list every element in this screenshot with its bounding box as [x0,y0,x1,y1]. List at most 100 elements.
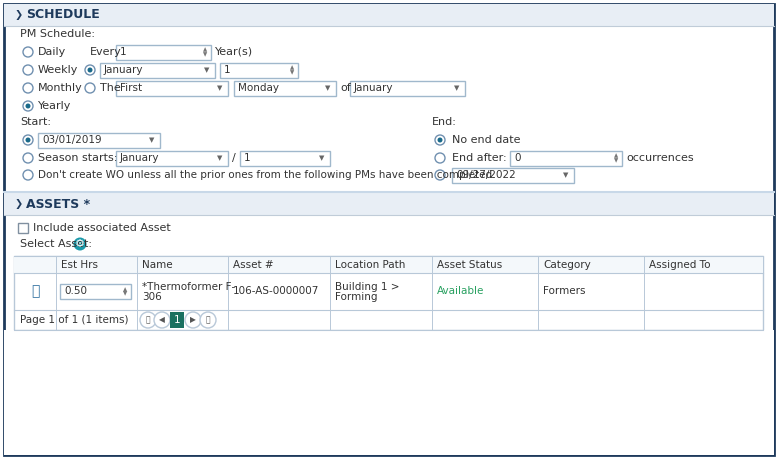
FancyBboxPatch shape [240,151,330,166]
Text: ▼: ▼ [205,67,210,73]
Text: Don't create WO unless all the prior ones from the following PMs have been compl: Don't create WO unless all the prior one… [38,170,496,180]
FancyBboxPatch shape [4,4,774,455]
Circle shape [85,83,95,93]
Circle shape [435,170,445,180]
FancyBboxPatch shape [350,80,465,95]
Text: ▼: ▼ [319,155,324,161]
Circle shape [26,103,30,108]
Text: ▲: ▲ [290,66,294,71]
Text: 0: 0 [514,153,520,163]
Text: 1: 1 [224,65,230,75]
Text: ⏮: ⏮ [145,315,150,325]
Circle shape [435,135,445,145]
Text: ▼: ▼ [614,158,619,163]
Text: ▼: ▼ [203,52,207,57]
Circle shape [435,153,445,163]
Text: ASSETS *: ASSETS * [26,197,90,211]
FancyBboxPatch shape [14,256,763,330]
Text: ⏭: ⏭ [205,315,210,325]
FancyBboxPatch shape [170,312,184,328]
Text: Assigned To: Assigned To [649,259,710,269]
FancyBboxPatch shape [4,193,774,215]
Text: 306: 306 [142,292,162,302]
FancyBboxPatch shape [4,330,774,455]
Text: ▼: ▼ [325,85,331,91]
Circle shape [23,65,33,75]
FancyBboxPatch shape [234,80,336,95]
Circle shape [154,312,170,328]
Text: ▼: ▼ [217,85,223,91]
Text: 03/01/2019: 03/01/2019 [42,135,102,145]
Circle shape [23,47,33,57]
Circle shape [26,138,30,142]
Text: ▶: ▶ [190,315,196,325]
Text: Available: Available [437,286,485,297]
Text: ❯: ❯ [15,10,23,20]
FancyBboxPatch shape [18,223,28,233]
Text: Page 1 of 1 (1 items): Page 1 of 1 (1 items) [20,315,128,325]
Text: Name: Name [142,259,173,269]
Text: *Thermoformer F-: *Thermoformer F- [142,281,235,291]
Text: Year(s): Year(s) [215,47,253,57]
FancyBboxPatch shape [220,62,298,78]
Text: January: January [120,153,159,163]
FancyBboxPatch shape [116,151,228,166]
Text: occurrences: occurrences [626,153,694,163]
Text: Monthly: Monthly [38,83,82,93]
Text: Forming: Forming [335,292,377,302]
Text: Est Hrs: Est Hrs [61,259,98,269]
FancyBboxPatch shape [510,151,622,166]
FancyBboxPatch shape [38,133,160,147]
Text: of: of [340,83,351,93]
Text: ▼: ▼ [290,70,294,75]
Text: ❯: ❯ [15,199,23,209]
Text: Asset #: Asset # [233,259,274,269]
Text: Category: Category [543,259,591,269]
Text: Daily: Daily [38,47,66,57]
FancyBboxPatch shape [116,45,211,60]
Text: Location Path: Location Path [335,259,405,269]
Circle shape [87,67,93,73]
FancyBboxPatch shape [60,284,131,299]
Text: Formers: Formers [543,286,586,297]
Text: 1: 1 [173,315,180,325]
Text: ⚙: ⚙ [75,239,85,249]
Circle shape [200,312,216,328]
Text: First: First [120,83,142,93]
Text: ◀: ◀ [159,315,165,325]
Text: /: / [232,153,236,163]
Text: January: January [354,83,394,93]
Circle shape [437,138,443,142]
Text: ▲: ▲ [614,153,619,158]
FancyBboxPatch shape [452,168,574,183]
Circle shape [85,65,95,75]
FancyBboxPatch shape [14,256,763,273]
Text: ▼: ▼ [149,137,155,143]
FancyBboxPatch shape [4,4,774,26]
Text: ▲: ▲ [203,47,207,52]
Text: Season starts:: Season starts: [38,153,117,163]
Circle shape [23,153,33,163]
Text: 0.50: 0.50 [64,286,87,297]
FancyBboxPatch shape [100,62,215,78]
Text: Building 1 >: Building 1 > [335,281,399,291]
Circle shape [73,237,86,251]
Circle shape [140,312,156,328]
Text: SCHEDULE: SCHEDULE [26,9,100,22]
Text: Every: Every [90,47,121,57]
Circle shape [23,83,33,93]
Text: 1: 1 [244,153,251,163]
Text: PM Schedule:: PM Schedule: [20,29,95,39]
Text: Start:: Start: [20,117,51,127]
Text: Monday: Monday [238,83,279,93]
Circle shape [23,135,33,145]
Text: 🗑: 🗑 [31,285,39,298]
Text: ▼: ▼ [563,172,569,178]
Text: Select Asset:: Select Asset: [20,239,92,249]
Text: January: January [104,65,143,75]
Text: Asset Status: Asset Status [437,259,503,269]
Text: ▲: ▲ [123,287,127,292]
Text: 106-AS-0000007: 106-AS-0000007 [233,286,320,297]
Text: End after:: End after: [452,153,506,163]
Circle shape [23,101,33,111]
